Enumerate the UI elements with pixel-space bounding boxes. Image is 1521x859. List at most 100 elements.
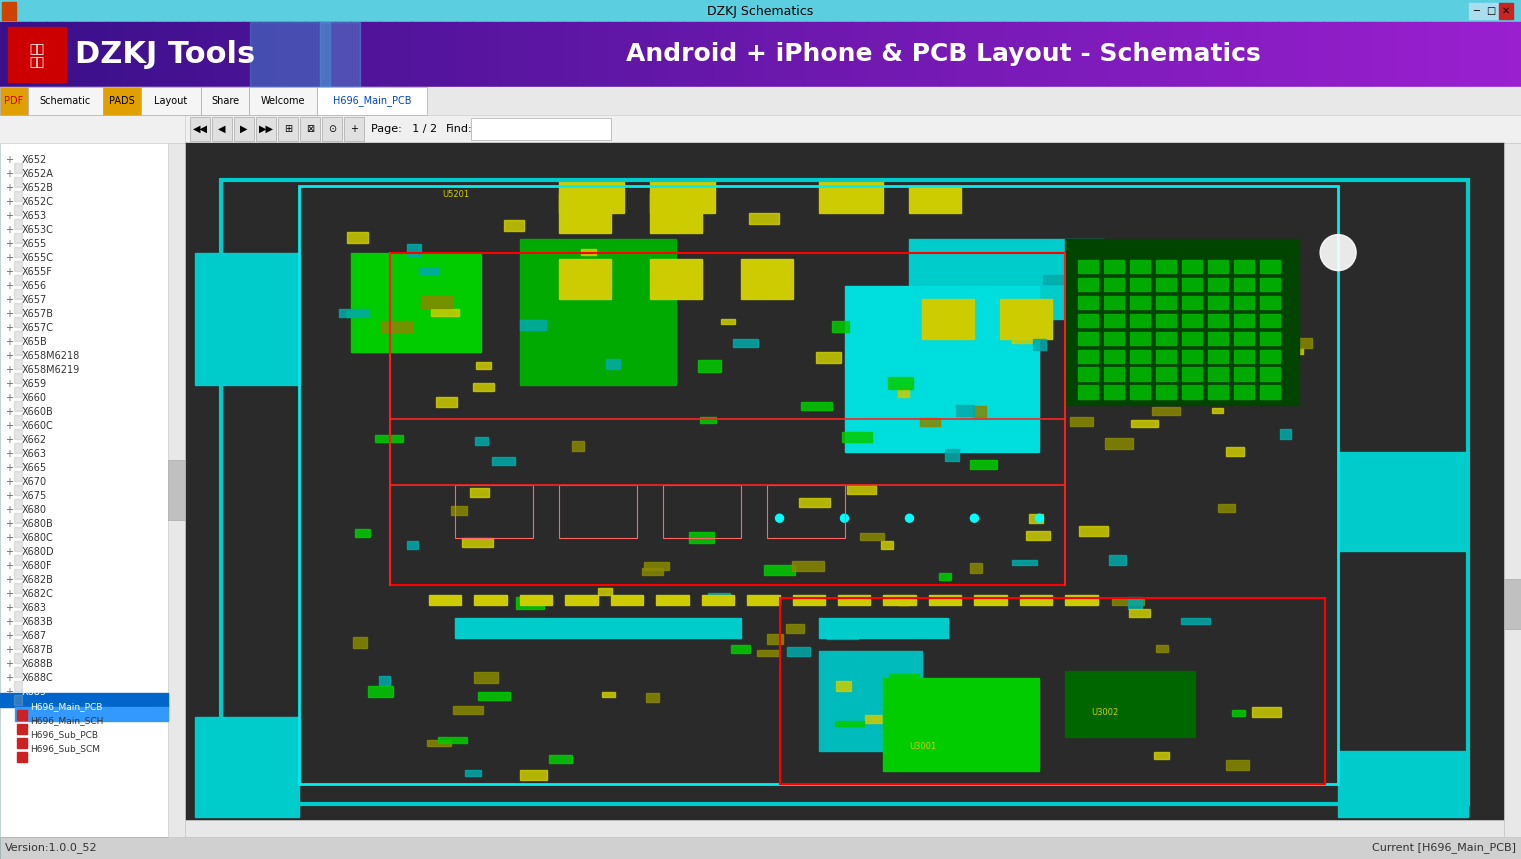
Bar bbox=[1186, 22, 1203, 87]
Bar bbox=[418, 268, 440, 274]
Bar bbox=[1141, 22, 1157, 87]
Bar bbox=[1338, 751, 1468, 817]
Bar bbox=[1261, 350, 1279, 362]
Bar bbox=[1078, 277, 1098, 291]
Bar bbox=[183, 22, 199, 87]
Bar bbox=[1220, 331, 1232, 343]
Bar bbox=[1208, 350, 1227, 362]
Bar bbox=[558, 192, 610, 233]
Bar bbox=[548, 22, 564, 87]
Text: X655F: X655F bbox=[21, 267, 53, 277]
Bar bbox=[1164, 704, 1188, 710]
Text: X655C: X655C bbox=[21, 253, 55, 263]
Bar bbox=[278, 117, 298, 141]
Bar bbox=[411, 22, 427, 87]
Bar bbox=[14, 695, 21, 705]
Bar bbox=[1234, 260, 1253, 273]
Text: X680D: X680D bbox=[21, 547, 55, 557]
Bar bbox=[389, 253, 1065, 585]
Text: H696_Main_PCB: H696_Main_PCB bbox=[333, 95, 411, 107]
Text: +: + bbox=[5, 463, 14, 473]
Bar bbox=[1129, 597, 1142, 609]
Circle shape bbox=[841, 515, 849, 522]
Bar bbox=[14, 667, 21, 677]
Bar bbox=[14, 191, 21, 201]
Text: +: + bbox=[5, 211, 14, 221]
Bar bbox=[922, 299, 975, 339]
Text: X683B: X683B bbox=[21, 617, 53, 627]
Text: +: + bbox=[5, 295, 14, 305]
Bar bbox=[367, 278, 392, 285]
Text: +: + bbox=[5, 421, 14, 431]
Bar bbox=[1078, 386, 1098, 399]
Bar bbox=[14, 443, 21, 453]
Bar bbox=[0, 87, 1521, 115]
Bar bbox=[1156, 368, 1176, 381]
Bar bbox=[1078, 299, 1130, 339]
Bar bbox=[818, 180, 884, 213]
Bar bbox=[395, 22, 412, 87]
Bar bbox=[928, 22, 945, 87]
Bar bbox=[838, 594, 870, 605]
Bar bbox=[347, 232, 368, 243]
Bar bbox=[957, 405, 973, 416]
Text: ⊠: ⊠ bbox=[306, 124, 313, 134]
Bar bbox=[470, 489, 488, 497]
Bar bbox=[1384, 22, 1401, 87]
Bar bbox=[1001, 299, 1053, 339]
Text: U3001: U3001 bbox=[910, 741, 937, 751]
Bar bbox=[14, 639, 21, 649]
Bar bbox=[91, 22, 108, 87]
Text: X652A: X652A bbox=[21, 169, 53, 179]
Bar bbox=[1234, 368, 1253, 381]
Bar bbox=[1005, 304, 1016, 311]
Text: DZKJ Tools: DZKJ Tools bbox=[75, 40, 256, 69]
Bar bbox=[316, 87, 427, 115]
Bar bbox=[14, 541, 21, 551]
Bar bbox=[1234, 295, 1253, 309]
Bar bbox=[0, 693, 167, 707]
Bar bbox=[1182, 332, 1202, 345]
Text: X682C: X682C bbox=[21, 589, 53, 599]
Text: +: + bbox=[5, 435, 14, 445]
Bar bbox=[17, 724, 27, 734]
Text: +: + bbox=[5, 449, 14, 459]
Bar bbox=[897, 388, 908, 397]
Bar bbox=[475, 672, 497, 683]
Bar bbox=[1182, 277, 1202, 291]
Bar bbox=[1208, 260, 1227, 273]
Bar bbox=[249, 87, 316, 115]
Bar bbox=[821, 22, 838, 87]
Text: +: + bbox=[5, 379, 14, 389]
Text: X675: X675 bbox=[21, 491, 47, 501]
Bar bbox=[832, 321, 849, 332]
Bar bbox=[475, 437, 488, 445]
Text: X688C: X688C bbox=[21, 673, 53, 683]
Bar bbox=[1234, 386, 1253, 399]
Bar bbox=[453, 706, 484, 714]
Text: U5207: U5207 bbox=[910, 191, 937, 199]
Bar bbox=[15, 22, 32, 87]
Bar bbox=[864, 716, 890, 722]
Bar bbox=[14, 177, 21, 187]
Bar bbox=[14, 653, 21, 663]
Bar bbox=[1247, 22, 1264, 87]
Text: X657B: X657B bbox=[21, 309, 55, 319]
Bar bbox=[973, 22, 990, 87]
Bar bbox=[289, 22, 306, 87]
Bar bbox=[1132, 420, 1159, 427]
Bar bbox=[2, 2, 17, 20]
Bar bbox=[14, 205, 21, 215]
Text: X680C: X680C bbox=[21, 533, 53, 543]
Bar bbox=[14, 401, 21, 411]
Bar bbox=[1156, 22, 1173, 87]
Bar bbox=[1182, 314, 1202, 327]
Bar bbox=[137, 22, 154, 87]
Bar bbox=[432, 309, 459, 315]
Text: +: + bbox=[5, 547, 14, 557]
Bar bbox=[1226, 447, 1244, 456]
Bar bbox=[669, 22, 686, 87]
Bar bbox=[1460, 22, 1477, 87]
Text: +: + bbox=[5, 253, 14, 263]
Bar bbox=[643, 563, 669, 570]
